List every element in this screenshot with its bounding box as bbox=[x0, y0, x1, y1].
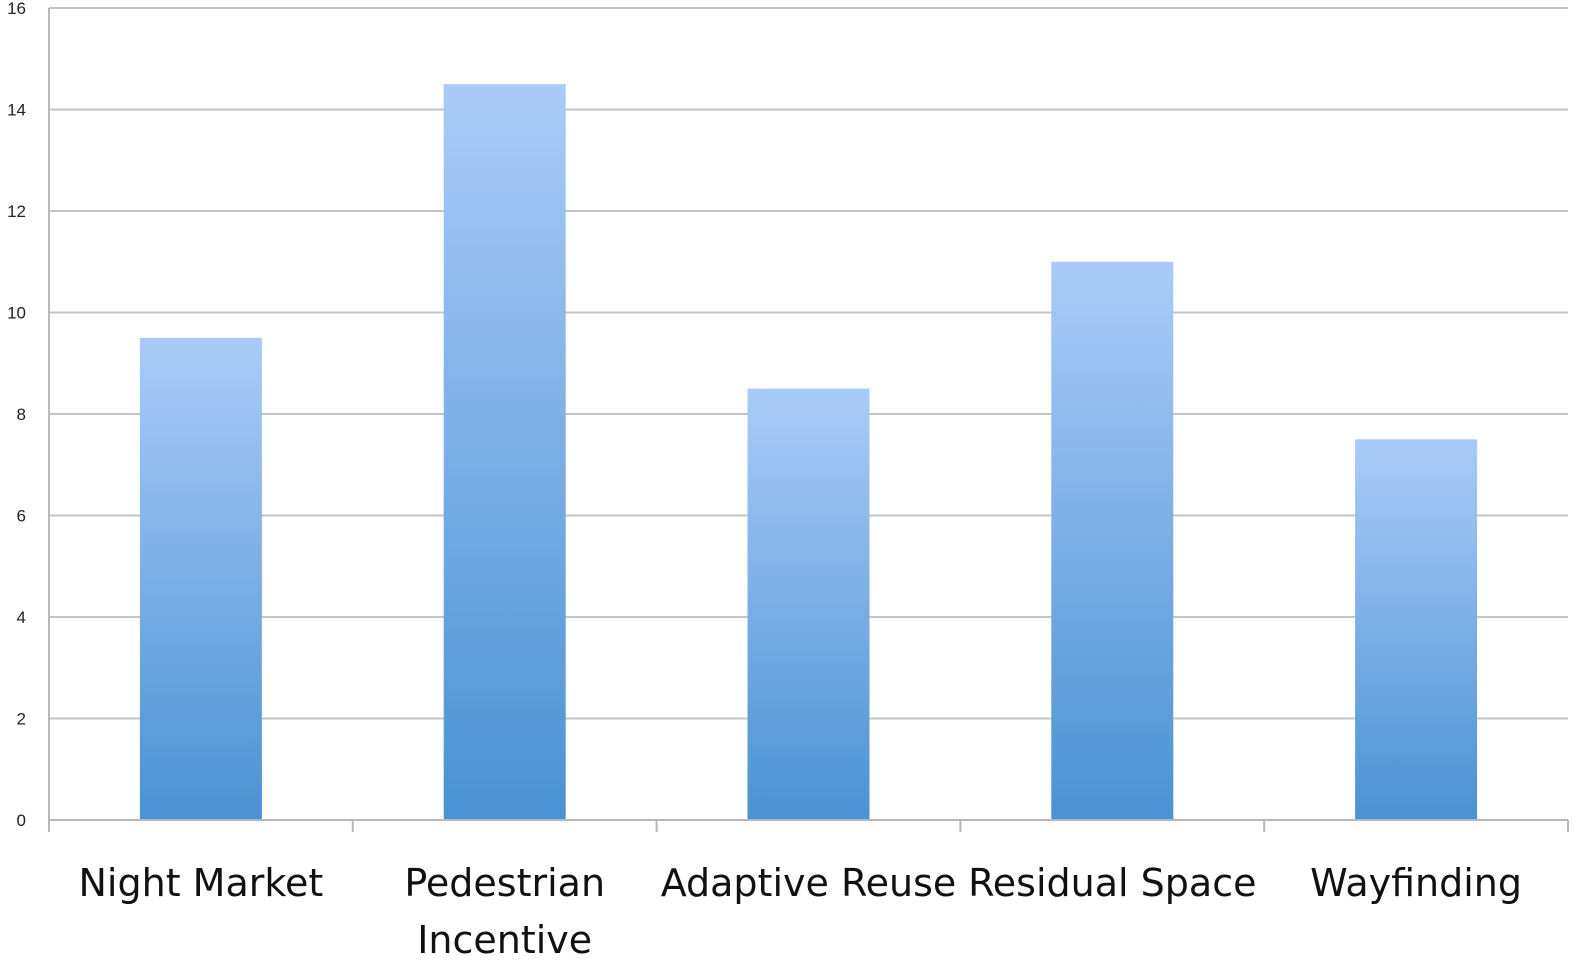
y-tick-label: 14 bbox=[7, 101, 26, 120]
bar bbox=[139, 337, 262, 820]
y-tick-label: 10 bbox=[7, 304, 26, 323]
y-tick-label: 16 bbox=[7, 0, 26, 18]
y-tick-label: 0 bbox=[17, 811, 26, 830]
bar bbox=[443, 84, 566, 820]
y-tick-label: 8 bbox=[17, 405, 26, 424]
x-category-label: Night Market bbox=[79, 861, 324, 905]
x-category-labels: Night Market Pedestrian Incentive Adaptive … bbox=[79, 861, 1523, 962]
x-category-label: Residual Space bbox=[968, 861, 1256, 905]
bar bbox=[1051, 261, 1174, 820]
x-category-label: Pedestrian Incentive bbox=[404, 861, 605, 962]
x-category-label: Adaptive Reuse bbox=[661, 861, 957, 905]
y-tick-label: 4 bbox=[17, 608, 26, 627]
bars bbox=[139, 84, 1478, 820]
x-category-label: Wayfinding bbox=[1310, 861, 1522, 905]
y-tick-label: 12 bbox=[7, 202, 26, 221]
bar bbox=[747, 388, 870, 820]
y-tick-label: 2 bbox=[17, 710, 26, 729]
axes bbox=[48, 8, 1569, 832]
y-tick-labels: 0 2 4 6 8 10 12 14 16 bbox=[7, 0, 26, 830]
y-tick-label: 6 bbox=[17, 507, 26, 526]
bar bbox=[1355, 439, 1478, 820]
